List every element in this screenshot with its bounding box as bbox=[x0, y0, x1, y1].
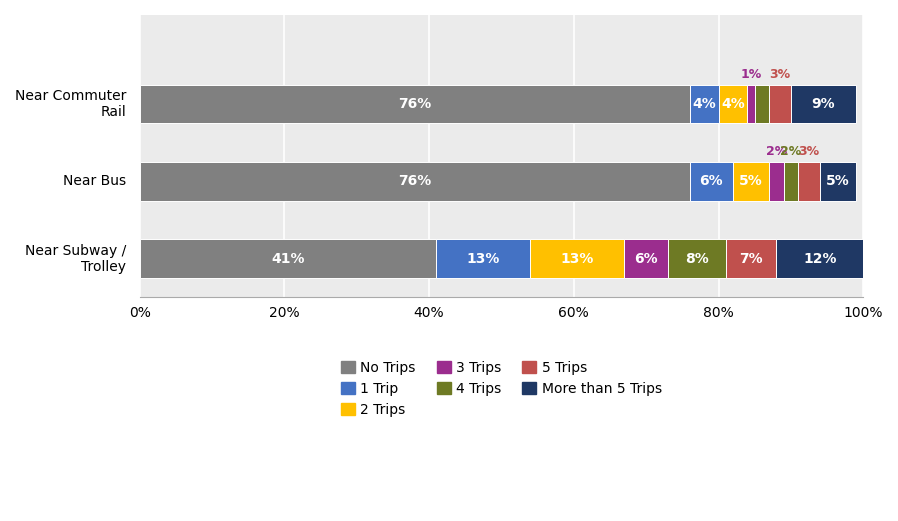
Bar bbox=[624, 239, 668, 278]
Text: 5%: 5% bbox=[739, 175, 763, 188]
Bar bbox=[139, 84, 690, 123]
Text: 12%: 12% bbox=[803, 252, 837, 266]
Text: 13%: 13% bbox=[560, 252, 594, 266]
Text: 4%: 4% bbox=[721, 97, 744, 111]
Bar bbox=[668, 239, 726, 278]
Bar bbox=[820, 162, 856, 201]
Text: 3%: 3% bbox=[770, 68, 790, 81]
Bar bbox=[690, 84, 718, 123]
Bar bbox=[733, 162, 770, 201]
Text: 2%: 2% bbox=[766, 145, 787, 158]
Bar bbox=[139, 239, 436, 278]
Bar bbox=[139, 162, 690, 201]
Text: 8%: 8% bbox=[685, 252, 709, 266]
Bar bbox=[747, 84, 754, 123]
Bar bbox=[791, 84, 856, 123]
Text: 13%: 13% bbox=[467, 252, 500, 266]
Text: 76%: 76% bbox=[398, 97, 431, 111]
Text: 3%: 3% bbox=[798, 145, 820, 158]
Text: 2%: 2% bbox=[780, 145, 802, 158]
Bar bbox=[770, 162, 784, 201]
Bar bbox=[777, 239, 863, 278]
Text: 76%: 76% bbox=[398, 175, 431, 188]
Bar bbox=[436, 239, 531, 278]
Text: 6%: 6% bbox=[700, 175, 723, 188]
Bar bbox=[754, 84, 770, 123]
Text: 6%: 6% bbox=[634, 252, 658, 266]
Bar bbox=[784, 162, 798, 201]
Text: 5%: 5% bbox=[826, 175, 850, 188]
Bar bbox=[770, 84, 791, 123]
Text: 9%: 9% bbox=[812, 97, 835, 111]
Bar bbox=[718, 84, 747, 123]
Text: 4%: 4% bbox=[692, 97, 716, 111]
Bar bbox=[690, 162, 733, 201]
Bar bbox=[726, 239, 777, 278]
Legend: No Trips, 1 Trip, 2 Trips, 3 Trips, 4 Trips, 5 Trips, More than 5 Trips: No Trips, 1 Trip, 2 Trips, 3 Trips, 4 Tr… bbox=[336, 355, 667, 422]
Text: 1%: 1% bbox=[741, 68, 762, 81]
Text: 41%: 41% bbox=[271, 252, 304, 266]
Text: 7%: 7% bbox=[739, 252, 763, 266]
Bar bbox=[531, 239, 624, 278]
Bar bbox=[798, 162, 820, 201]
